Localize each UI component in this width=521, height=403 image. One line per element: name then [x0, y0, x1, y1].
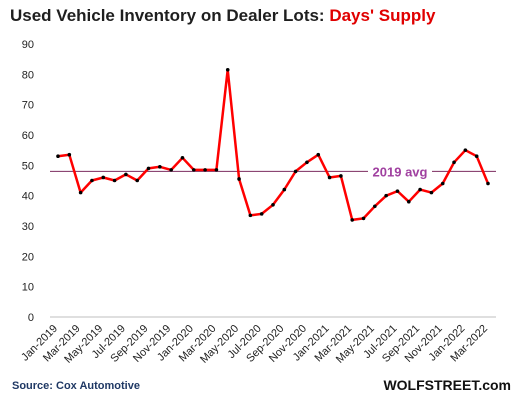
data-point — [418, 187, 422, 192]
data-point — [361, 216, 366, 221]
data-point — [214, 168, 219, 172]
data-point — [474, 154, 479, 159]
y-tick-label: 50 — [22, 160, 34, 172]
data-point — [406, 199, 411, 204]
data-point — [350, 218, 355, 222]
data-point — [316, 152, 321, 157]
data-point — [429, 190, 434, 195]
chart-title-main: Used Vehicle Inventory on Dealer Lots: — [10, 6, 330, 25]
y-tick-label: 60 — [22, 130, 34, 142]
data-point — [293, 169, 298, 174]
y-tick-label: 70 — [22, 100, 34, 112]
data-point — [327, 175, 332, 180]
data-point — [124, 172, 128, 177]
data-point — [248, 213, 253, 218]
data-point — [169, 168, 173, 172]
data-point — [67, 152, 72, 157]
data-point — [101, 175, 106, 180]
y-tick-label: 30 — [22, 221, 34, 233]
data-point — [486, 181, 490, 186]
data-point — [146, 166, 151, 171]
data-point — [112, 178, 117, 183]
data-point — [90, 178, 94, 183]
data-point — [180, 155, 185, 160]
y-tick-label: 40 — [22, 191, 34, 203]
chart-title: Used Vehicle Inventory on Dealer Lots: D… — [10, 6, 435, 26]
data-point — [225, 67, 230, 72]
y-tick-label: 90 — [22, 39, 34, 51]
source-note: Source: Cox Automotive — [12, 380, 140, 392]
data-point — [158, 165, 162, 169]
y-tick-label: 10 — [22, 282, 34, 294]
chart-title-accent: Days' Supply — [329, 6, 436, 25]
reference-label-bg — [368, 162, 432, 181]
data-point — [373, 204, 377, 209]
data-point — [384, 193, 388, 198]
data-point — [440, 181, 445, 186]
series-line — [57, 68, 490, 222]
y-tick-label: 80 — [22, 69, 34, 81]
data-point — [237, 177, 241, 181]
y-tick-label: 20 — [22, 251, 34, 263]
brand-logo-text: WOLFSTREET.com — [383, 377, 511, 393]
data-point — [56, 154, 60, 159]
data-point — [339, 174, 343, 178]
data-point — [282, 187, 287, 192]
data-point — [191, 168, 196, 172]
data-point — [463, 148, 468, 152]
data-point — [259, 212, 264, 216]
data-point — [395, 189, 400, 193]
data-point — [305, 160, 309, 165]
data-point — [203, 168, 207, 172]
data-point — [78, 190, 83, 195]
y-tick-label: 0 — [28, 312, 34, 324]
data-point — [271, 202, 275, 207]
data-point — [135, 178, 140, 183]
reference-label: 2019 avg — [373, 164, 428, 179]
data-point — [452, 160, 456, 165]
